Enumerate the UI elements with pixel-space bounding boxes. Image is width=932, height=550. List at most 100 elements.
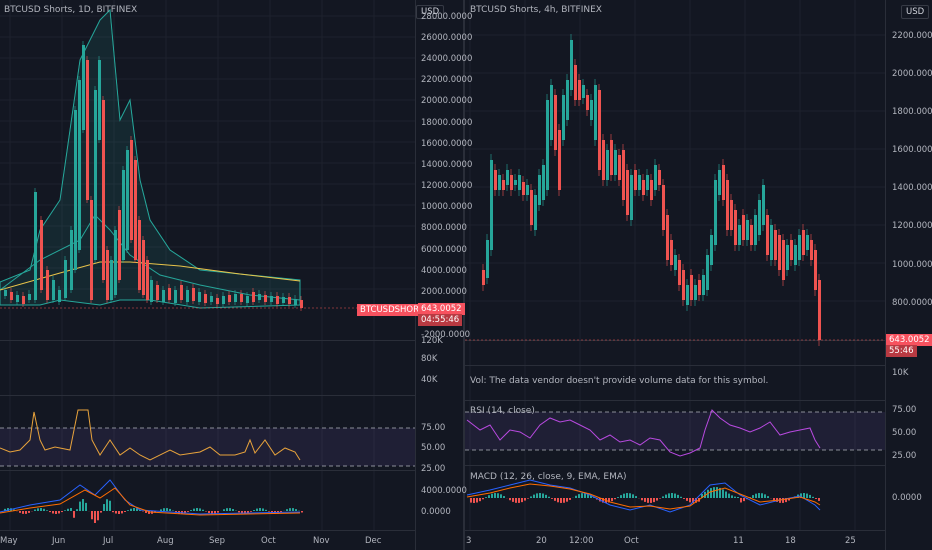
macd-histogram-bar: [4, 508, 6, 511]
candle-body: [52, 280, 55, 300]
macd-histogram-bar: [539, 493, 541, 498]
rsi-legend[interactable]: RSI (14, close): [470, 406, 535, 416]
candle-body: [618, 155, 621, 180]
macd-histogram-bar: [512, 498, 514, 502]
macd-histogram-bar: [43, 508, 45, 511]
macd-histogram-bar: [124, 511, 126, 512]
pane-separator: [465, 400, 885, 401]
candle-body: [86, 60, 89, 200]
candle-body: [610, 140, 613, 175]
candle-body: [234, 294, 237, 302]
macd-histogram-bar: [199, 508, 201, 511]
volume-tick: 40K: [421, 375, 438, 385]
candle-body: [150, 280, 153, 302]
candle-body: [686, 285, 689, 305]
macd-histogram-bar: [701, 493, 703, 498]
candle-body: [94, 90, 97, 260]
macd-histogram-bar: [785, 498, 787, 503]
candle-body: [98, 60, 101, 140]
candle-body: [726, 180, 729, 230]
macd-histogram-bar: [289, 508, 291, 511]
macd-histogram-bar: [578, 494, 580, 498]
macd-histogram-bar: [488, 495, 490, 498]
candle-body: [70, 230, 73, 290]
candle-body: [58, 290, 61, 302]
macd-histogram-bar: [79, 501, 81, 511]
macd-histogram-bar: [241, 511, 243, 514]
macd-histogram-bar: [536, 493, 538, 498]
macd-legend[interactable]: MACD (12, 26, close, 9, EMA, EMA): [470, 472, 627, 482]
macd-histogram-bar: [617, 497, 619, 498]
price-tick: 2000.0000: [421, 287, 467, 297]
price-tick: 1200.0000: [892, 221, 932, 231]
volume-tick: 10K: [892, 368, 909, 378]
macd-histogram-bar: [635, 496, 637, 498]
candle-body: [698, 280, 701, 295]
signal-line-right: [466, 483, 821, 510]
macd-histogram-bar: [623, 493, 625, 498]
macd-histogram-bar: [115, 511, 117, 514]
candle-body: [134, 160, 137, 260]
candle-body: [64, 260, 67, 298]
macd-histogram-bar: [130, 508, 132, 511]
macd-histogram-bar: [163, 508, 165, 511]
macd-histogram-bar: [677, 494, 679, 498]
candle-body: [282, 297, 285, 303]
macd-histogram-bar: [256, 508, 258, 511]
candle-body: [252, 292, 255, 302]
candle-body: [276, 296, 279, 304]
macd-histogram-bar: [473, 498, 475, 503]
candle-body: [530, 190, 533, 225]
candle-body: [602, 140, 605, 180]
candle-body: [722, 165, 725, 200]
candle-body: [758, 200, 761, 235]
macd-histogram-bar: [133, 508, 135, 511]
macd-histogram-bar: [109, 500, 111, 511]
left-currency-badge[interactable]: USD: [416, 5, 445, 19]
macd-histogram-bar: [566, 498, 568, 502]
macd-histogram-bar: [268, 511, 270, 512]
candle-body: [682, 270, 685, 300]
macd-histogram-bar: [602, 498, 604, 503]
macd-histogram-bar: [25, 511, 27, 514]
macd-histogram-bar: [656, 498, 658, 501]
candle-body: [122, 170, 125, 260]
rsi-tick: 50.00: [421, 443, 446, 453]
macd-histogram-bar: [563, 498, 565, 503]
right-currency-badge[interactable]: USD: [901, 5, 930, 19]
macd-histogram-bar: [202, 509, 204, 511]
candle-body: [502, 180, 505, 190]
macd-line-left: [0, 479, 301, 515]
candle-body: [498, 175, 501, 190]
candle-body: [578, 80, 581, 100]
candle-body: [210, 296, 213, 302]
candle-body: [802, 230, 805, 255]
macd-histogram-bar: [295, 509, 297, 511]
macd-histogram-bar: [7, 508, 9, 511]
candle-body: [538, 175, 541, 205]
macd-histogram-bar: [127, 510, 129, 511]
macd-histogram-bar: [740, 498, 742, 503]
macd-histogram-bar: [196, 508, 198, 511]
candle-body: [246, 296, 249, 303]
macd-histogram-bar: [55, 511, 57, 514]
macd-histogram-bar: [551, 498, 553, 499]
macd-histogram-bar: [686, 498, 688, 501]
time-tick: 3: [466, 536, 472, 546]
candle-body: [510, 175, 513, 190]
candle-body: [180, 285, 183, 300]
time-tick: Sep: [209, 536, 226, 546]
macd-histogram-bar: [608, 498, 610, 503]
time-tick: 12:00: [569, 536, 594, 546]
pane-separator: [465, 340, 885, 341]
macd-histogram-bar: [64, 510, 66, 511]
candle-body: [162, 290, 165, 302]
pane-separator: [465, 465, 885, 466]
macd-histogram-bar: [692, 498, 694, 503]
macd-histogram-bar: [743, 498, 745, 502]
candle-body: [138, 220, 141, 290]
macd-histogram-bar: [103, 504, 105, 511]
time-tick: Oct: [624, 536, 639, 546]
macd-histogram-bar: [82, 499, 84, 511]
